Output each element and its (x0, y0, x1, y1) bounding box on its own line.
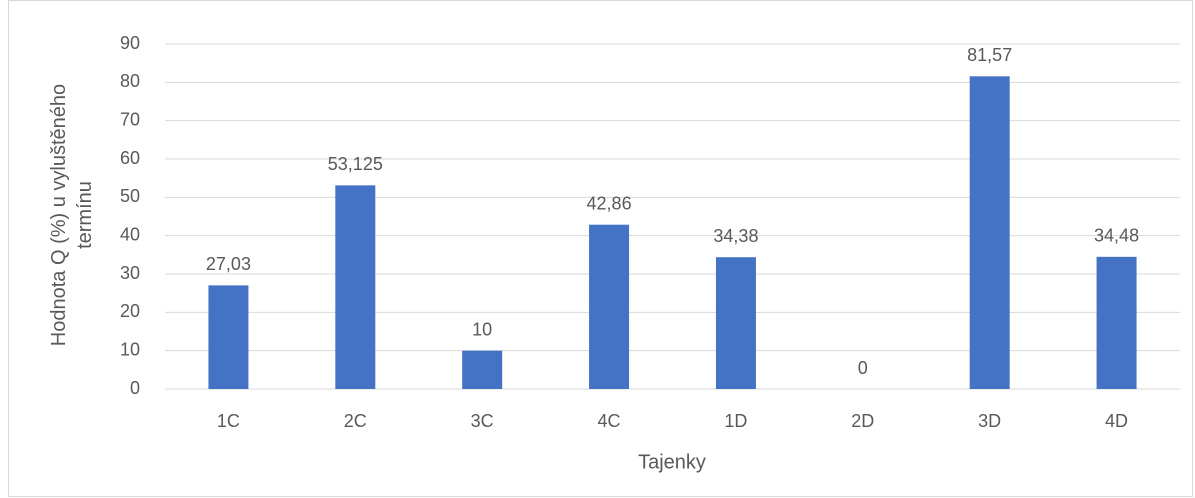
bar (208, 285, 249, 389)
bar (462, 350, 503, 389)
y-tick-label: 80 (120, 71, 140, 91)
value-label: 10 (472, 319, 492, 339)
y-tick-label: 50 (120, 186, 140, 206)
x-tick-label: 1D (724, 411, 747, 431)
y-tick-label: 10 (120, 339, 140, 359)
x-tick-label: 2D (851, 411, 874, 431)
bar (969, 76, 1010, 389)
y-tick-label: 40 (120, 224, 140, 244)
bar (589, 224, 630, 389)
bar (1096, 256, 1137, 389)
y-tick-label: 90 (120, 33, 140, 53)
x-axis-title: Tajenky (638, 451, 706, 473)
value-label: 34,48 (1094, 226, 1139, 246)
x-tick-label: 4D (1105, 411, 1128, 431)
value-label: 53,125 (328, 154, 383, 174)
y-tick-label: 60 (120, 148, 140, 168)
value-label: 42,86 (587, 193, 632, 213)
y-tick-label: 0 (130, 378, 140, 398)
value-label: 34,38 (713, 226, 758, 246)
x-tick-label: 4C (598, 411, 621, 431)
value-label: 0 (858, 358, 868, 378)
x-tick-label: 2C (344, 411, 367, 431)
y-tick-label: 20 (120, 301, 140, 321)
y-tick-label: 30 (120, 263, 140, 283)
value-label: 81,57 (967, 45, 1012, 65)
value-label: 27,03 (206, 254, 251, 274)
x-tick-label: 3C (471, 411, 494, 431)
x-tick-label: 1C (217, 411, 240, 431)
y-tick-label: 70 (120, 109, 140, 129)
bar (715, 257, 756, 389)
x-tick-label: 3D (978, 411, 1001, 431)
y-axis-title: Hodnota Q (%) u vyluštěného termínu (48, 83, 96, 347)
bar (335, 185, 376, 389)
